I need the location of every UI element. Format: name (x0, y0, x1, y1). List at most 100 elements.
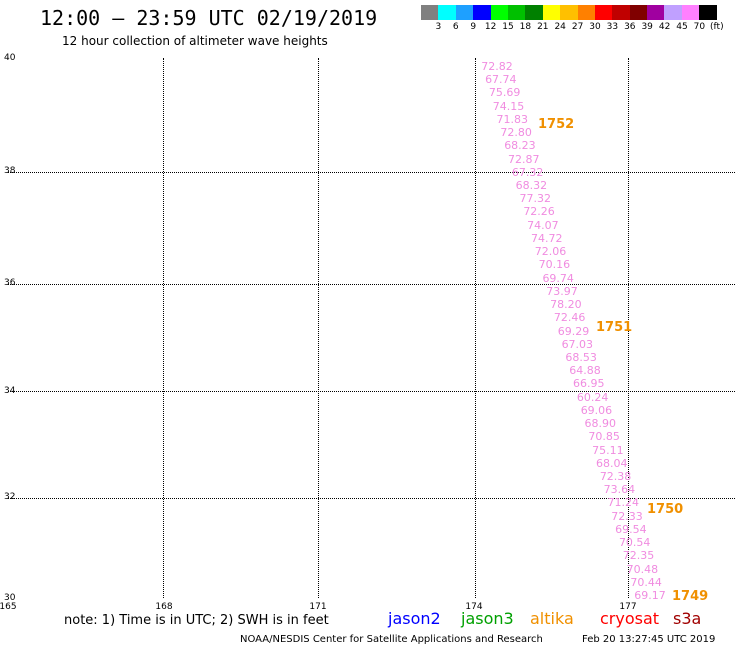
wave-height-value: 72.33 (611, 509, 643, 523)
wave-height-value: 72.87 (508, 152, 540, 166)
legend-label: 6 (452, 22, 459, 32)
legend-swatch (525, 5, 543, 20)
satellite-cryosat: cryosat (600, 609, 660, 628)
latitude-label: 30 (4, 593, 16, 603)
legend-swatch (421, 5, 439, 20)
wave-height-value: 68.23 (504, 139, 536, 153)
satellite-altika: altika (530, 609, 574, 628)
wave-height-value: 74.72 (530, 231, 563, 245)
longitude-gridline (628, 58, 629, 598)
legend-label: 45 (676, 22, 688, 32)
latitude-label: 34 (4, 386, 16, 396)
longitude-label: 177 (619, 602, 637, 612)
wave-height-value: 68.90 (584, 417, 617, 431)
latitude-label: 36 (4, 278, 16, 288)
wave-height-value: 72.26 (523, 205, 555, 219)
legend-label: 18 (519, 22, 532, 32)
legend-swatch (507, 5, 526, 20)
wave-height-value: 70.54 (618, 536, 651, 550)
longitude-gridline (318, 58, 319, 598)
satellite-s3a: s3a (673, 609, 702, 628)
wave-height-value: 77.32 (519, 192, 552, 206)
wave-height-value: 69.74 (542, 271, 574, 285)
orbit-number: 1749 (672, 589, 709, 604)
legend-label: 70 (693, 22, 706, 32)
longitude-label: 174 (465, 602, 483, 612)
satellite-jason3: jason3 (461, 609, 514, 628)
wave-height-value: 67.03 (561, 337, 594, 351)
wave-height-value: 75.69 (488, 86, 521, 100)
page-title: 12:00 – 23:59 UTC 02/19/2019 (40, 6, 378, 30)
legend-swatch (681, 5, 700, 20)
latitude-label: 32 (4, 492, 16, 502)
legend-label: 24 (554, 22, 566, 32)
latitude-gridline (8, 391, 735, 392)
wave-height-value: 68.32 (515, 179, 548, 193)
longitude-gridline (475, 58, 476, 598)
orbit-number: 1752 (538, 117, 575, 132)
wave-height-value: 69.29 (557, 324, 590, 338)
wave-height-value: 68.04 (596, 456, 628, 470)
wave-height-value: 78.20 (550, 298, 582, 312)
wave-height-value: 73.97 (546, 284, 578, 298)
legend-label: 30 (589, 22, 601, 32)
latitude-gridline (8, 284, 735, 285)
legend-swatch (664, 5, 682, 20)
wave-height-value: 60.24 (576, 390, 609, 404)
legend-label: 39 (641, 22, 653, 32)
wave-height-value: 66.95 (573, 377, 605, 391)
orbit-number: 1751 (596, 320, 633, 335)
wave-height-value: 69.06 (580, 403, 613, 417)
wave-height-value: 67.32 (511, 165, 544, 179)
latitude-label: 38 (4, 166, 16, 176)
wave-height-value: 72.35 (622, 549, 655, 563)
legend-swatch (577, 5, 595, 20)
legend-label: 12 (484, 22, 497, 32)
latitude-gridline (8, 172, 735, 173)
legend-label: (ft) (710, 22, 724, 32)
legend-label: 27 (571, 22, 584, 32)
legend-swatch (560, 5, 578, 20)
wave-height-value: 75.11 (592, 443, 624, 457)
legend-swatch (438, 5, 456, 20)
wave-height-value: 72.06 (534, 245, 567, 259)
wave-height-value: 70.44 (630, 575, 662, 589)
wave-height-value: 74.15 (492, 99, 525, 113)
page-subtitle: 12 hour collection of altimeter wave hei… (62, 34, 328, 48)
wave-height-value: 73.64 (603, 483, 636, 497)
wave-height-value: 72.80 (500, 126, 532, 140)
longitude-label: 171 (309, 602, 327, 612)
latitude-gridline (8, 498, 735, 499)
longitude-label: 165 (0, 602, 17, 612)
legend-label: 42 (658, 22, 671, 32)
latitude-label: 40 (4, 53, 16, 63)
longitude-gridline (163, 58, 164, 598)
wave-height-value: 71.24 (607, 496, 639, 510)
legend-label: 21 (537, 22, 549, 32)
legend-swatch (594, 5, 613, 20)
wave-height-value: 68.53 (565, 350, 597, 364)
wave-height-value: 72.38 (599, 469, 632, 483)
legend-label: 3 (435, 22, 442, 32)
wave-height-value: 74.07 (527, 218, 559, 232)
legend-label: 15 (502, 22, 514, 32)
legend-swatch (490, 5, 508, 20)
legend-label: 33 (606, 22, 619, 32)
wave-height-value: 67.74 (485, 73, 517, 87)
wave-height-value: 71.83 (496, 112, 529, 126)
wave-height-value: 70.48 (626, 562, 659, 576)
longitude-label: 168 (155, 602, 173, 612)
credit-text: NOAA/NESDIS Center for Satellite Applica… (240, 634, 543, 645)
note-text: note: 1) Time is in UTC; 2) SWH is in fe… (64, 613, 329, 628)
legend-swatch (455, 5, 474, 20)
wave-height-value: 72.46 (553, 311, 586, 325)
legend-swatch (612, 5, 630, 20)
color-scale-legend (421, 5, 717, 20)
legend-label: 36 (624, 22, 636, 32)
wave-height-value: 69.54 (615, 522, 647, 536)
map-plot-area (8, 58, 735, 598)
legend-swatch (647, 5, 665, 20)
legend-label: 9 (470, 22, 477, 32)
legend-swatch (542, 5, 561, 20)
wave-height-value: 70.16 (538, 258, 571, 272)
